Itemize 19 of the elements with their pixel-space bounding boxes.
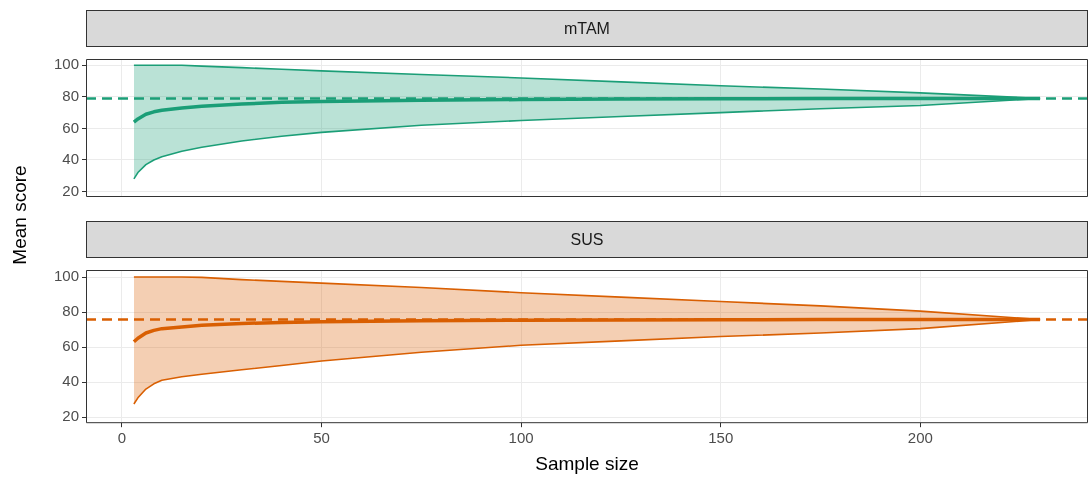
y-tick-label: 100	[53, 267, 79, 285]
y-tick-label: 80	[62, 86, 79, 104]
chart-title: mTAM	[86, 10, 1088, 47]
y-axis-title: Mean score	[9, 165, 31, 265]
x-tick-label: 0	[117, 429, 127, 447]
y-tick-label: 60	[62, 337, 79, 355]
y-tick-label: 40	[62, 372, 79, 390]
chart-title: SUS	[86, 221, 1088, 258]
y-tick-label: 40	[62, 150, 79, 168]
y-tick-label: 60	[62, 118, 79, 136]
x-tick-label: 150	[708, 429, 734, 447]
x-axis-title: Sample size	[535, 452, 639, 474]
x-tick-label: 50	[313, 429, 330, 447]
x-tick-label: 200	[907, 429, 933, 447]
y-tick-label: 20	[62, 181, 79, 199]
y-tick-label: 20	[62, 407, 79, 425]
y-tick-label: 80	[62, 302, 79, 320]
x-tick-label: 100	[508, 429, 534, 447]
y-tick-label: 100	[53, 55, 79, 73]
